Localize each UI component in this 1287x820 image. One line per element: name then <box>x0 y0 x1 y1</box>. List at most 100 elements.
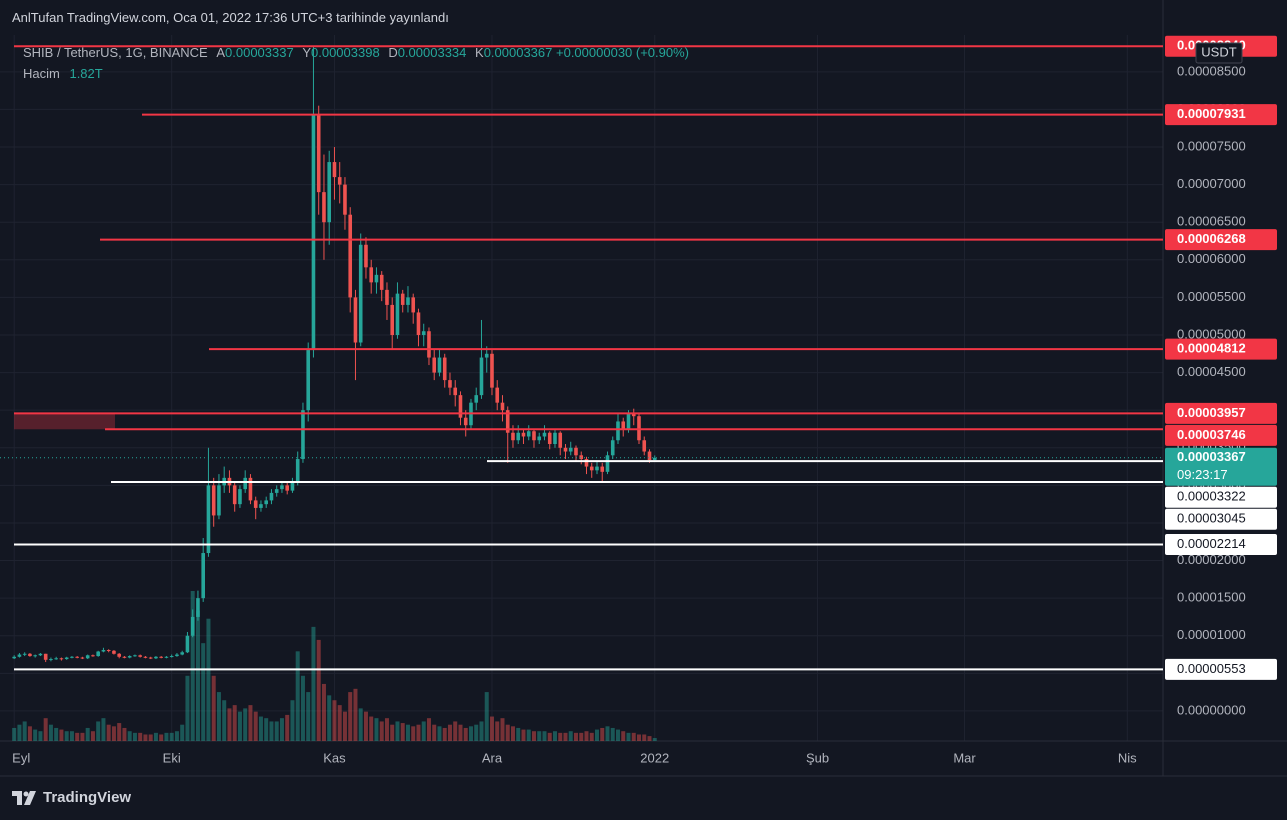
candle-body <box>43 653 48 660</box>
candle-body <box>285 485 290 491</box>
volume-bar <box>106 724 111 741</box>
volume-bar <box>463 727 468 741</box>
candle-body <box>374 274 379 283</box>
candle-body <box>353 297 358 343</box>
volume-bar <box>426 718 431 741</box>
candle-body <box>626 413 631 429</box>
level-label-box <box>1165 533 1277 555</box>
candle-body <box>75 656 79 658</box>
volume-bar <box>353 688 358 741</box>
candle-body <box>421 331 426 335</box>
candle-body <box>327 162 332 223</box>
candle-body <box>80 657 85 659</box>
candle-body <box>595 466 599 471</box>
candle-body <box>232 485 237 505</box>
volume-value: 1.82T <box>69 66 103 81</box>
candle-body <box>516 432 521 441</box>
candle-body <box>432 357 437 373</box>
candle-body <box>647 451 652 461</box>
volume-bar <box>615 729 620 741</box>
level-label-box <box>1165 338 1277 360</box>
volume-bar <box>327 695 332 741</box>
y-tick-label: 0.00005500 <box>1177 289 1246 304</box>
volume-bar <box>453 721 458 741</box>
candle-body <box>243 477 248 490</box>
candle-body <box>505 410 510 433</box>
volume-bar <box>437 726 442 741</box>
publish-header: AnlTufan TradingView.com, Oca 01, 2022 1… <box>12 10 449 25</box>
volume-bar <box>589 732 594 741</box>
level-label: 0.00003322 <box>1177 489 1246 504</box>
volume-bar <box>59 729 64 741</box>
candle-body <box>185 635 190 653</box>
volume-bar <box>369 716 374 741</box>
volume-bar <box>180 724 185 741</box>
level-label-box <box>1165 486 1277 508</box>
candle-body <box>290 481 295 491</box>
volume-key: Hacim <box>23 66 60 81</box>
high-key: Y <box>302 45 311 60</box>
level-label: 0.00000553 <box>1177 661 1246 676</box>
y-tick-label: 0.00006500 <box>1177 214 1246 229</box>
volume-bar <box>22 721 27 741</box>
logo <box>12 790 36 805</box>
candle-body <box>605 455 610 472</box>
volume-bar <box>510 726 515 741</box>
candle-body <box>453 387 458 396</box>
currency-box <box>1195 42 1243 64</box>
candle-body <box>316 114 321 193</box>
candle-body <box>248 477 253 501</box>
y-tick-label: 0.00007500 <box>1177 138 1246 153</box>
change: +0.00000030 (+0.90%) <box>556 45 689 60</box>
volume-bar <box>594 729 599 741</box>
currency: USDT <box>1201 44 1236 59</box>
ohlc-legend: SHIB / TetherUS, 1G, BINANCE A0.00003337… <box>23 45 689 60</box>
volume-bar <box>600 727 605 741</box>
candle-body <box>463 417 468 426</box>
volume-bar <box>505 724 510 741</box>
candle-body <box>642 440 647 452</box>
volume-bar <box>526 729 531 741</box>
candle-body <box>395 293 400 335</box>
candle-body <box>112 650 116 654</box>
volume-bar <box>279 718 284 741</box>
candle-body <box>59 658 64 660</box>
volume-bar <box>33 729 38 741</box>
candle-body <box>584 459 589 467</box>
candle-body <box>190 616 195 636</box>
x-tick-label: Eyl <box>12 750 30 765</box>
candle-body <box>337 177 342 185</box>
candle-body <box>542 432 547 437</box>
x-tick-label: Şub <box>806 750 829 765</box>
volume-bar <box>143 734 148 741</box>
high-value: 0.00003398 <box>311 45 380 60</box>
close-value: 0.00003367 <box>483 45 553 60</box>
price-label: 0.00003367 <box>1177 449 1246 464</box>
volume-bar <box>64 731 69 741</box>
x-tick-label: Kas <box>323 750 346 765</box>
y-tick-label: 0.00001000 <box>1177 627 1246 642</box>
volume-bar <box>379 721 384 741</box>
x-tick-label: Mar <box>953 750 976 765</box>
x-tick-label: 2022 <box>640 750 669 765</box>
candle-body <box>574 447 578 456</box>
candle-body <box>379 274 384 290</box>
candle-body <box>17 654 22 657</box>
volume-bar <box>101 718 106 741</box>
candle-body <box>306 350 311 411</box>
candle-body <box>348 214 353 298</box>
volume-bar <box>295 651 300 741</box>
candle-body <box>322 192 326 223</box>
close-key: K <box>475 45 484 60</box>
volume-bar <box>432 724 437 741</box>
volume-bar <box>185 675 190 741</box>
candle-body <box>652 457 657 461</box>
candle-body <box>91 655 95 657</box>
volume-bar <box>395 721 400 741</box>
volume-bar <box>132 732 137 741</box>
x-tick-label: Eki <box>163 750 181 765</box>
candle-body <box>358 244 363 343</box>
y-tick-label: 0.00004500 <box>1177 364 1246 379</box>
volume-bar <box>38 731 43 741</box>
volume-bar <box>54 727 59 741</box>
